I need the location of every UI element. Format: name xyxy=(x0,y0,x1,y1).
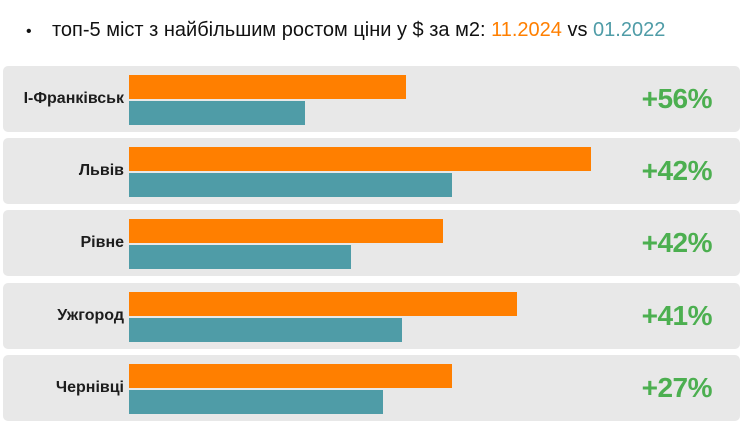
category-label: Ужгород xyxy=(57,307,124,324)
bullet-icon: • xyxy=(26,23,32,40)
bar-01-2022 xyxy=(129,173,453,197)
chart-row: Чернівці +27% xyxy=(3,355,740,421)
title-vs: vs xyxy=(567,19,588,41)
title-text: топ-5 міст з найбільшим ростом ціни у $ … xyxy=(52,19,486,41)
chart-title: • топ-5 міст з найбільшим ростом ціни у $… xyxy=(26,15,665,45)
growth-label: +27% xyxy=(641,372,713,403)
chart-row: Ужгород +41% xyxy=(3,283,740,349)
bar-11-2024 xyxy=(129,75,407,99)
growth-label: +41% xyxy=(641,300,713,331)
growth-label: +56% xyxy=(641,83,713,114)
title-date-old: 01.2022 xyxy=(593,19,666,41)
bar-01-2022 xyxy=(129,318,402,342)
growth-label: +42% xyxy=(641,155,713,186)
category-label: Рівне xyxy=(80,234,124,251)
bar-01-2022 xyxy=(129,390,384,414)
growth-label: +42% xyxy=(641,227,713,258)
bar-11-2024 xyxy=(129,147,591,171)
chart-row: Львів +42% xyxy=(3,138,740,204)
bar-01-2022 xyxy=(129,245,351,269)
chart-row: І-Франківськ +56% xyxy=(3,66,740,132)
category-label: Чернівці xyxy=(55,379,124,396)
chart-row: Рівне +42% xyxy=(3,210,740,276)
category-label: І-Франківськ xyxy=(23,90,124,107)
title-date-new: 11.2024 xyxy=(491,19,562,41)
bar-11-2024 xyxy=(129,292,518,316)
bar-11-2024 xyxy=(129,364,453,388)
bar-11-2024 xyxy=(129,219,444,243)
bar-01-2022 xyxy=(129,101,305,125)
category-label: Львів xyxy=(78,162,124,179)
